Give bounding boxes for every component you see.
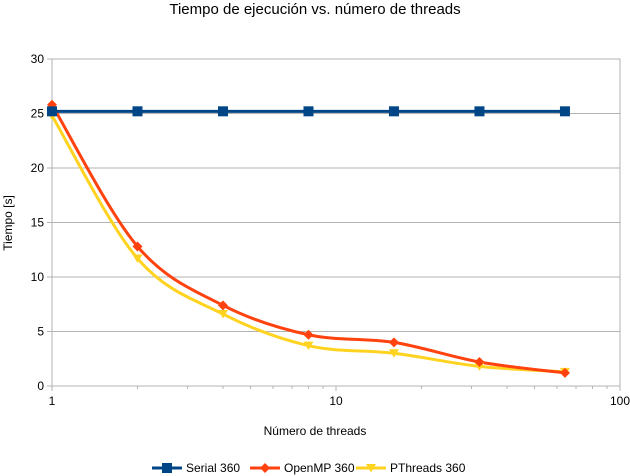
data-point-serial (47, 106, 57, 117)
data-point-pthreads (303, 341, 314, 351)
legend-swatch-marker (260, 463, 270, 473)
legend-label: PThreads 360 (390, 461, 466, 475)
legend-item-pthreads: PThreads 360 (356, 461, 466, 475)
legend-swatch-marker (366, 464, 376, 473)
data-point-openmp (217, 300, 228, 311)
legend-swatch-marker (162, 463, 172, 473)
data-point-pthreads (217, 310, 228, 319)
data-point-serial (559, 106, 570, 117)
y-tick-label: 0 (37, 379, 44, 393)
y-tick-label: 30 (31, 52, 45, 66)
y-tick-label: 25 (31, 107, 45, 121)
x-tick-label: 100 (610, 394, 630, 408)
data-point-openmp (474, 357, 485, 368)
data-point-serial (388, 106, 399, 117)
x-axis-ticks: 1 10 100 (49, 386, 630, 408)
data-point-openmp (303, 329, 314, 340)
y-tick-label: 20 (31, 161, 45, 175)
x-tick-label: 1 (49, 394, 56, 408)
data-point-serial (217, 106, 228, 117)
y-axis-ticks: 0 5 10 15 20 25 30 (31, 52, 52, 393)
y-tick-label: 15 (31, 216, 45, 230)
data-point-openmp (388, 337, 399, 348)
data-point-serial (132, 106, 143, 117)
legend-item-openmp: OpenMP 360 (250, 461, 355, 475)
x-tick-label: 10 (329, 394, 343, 408)
y-tick-label: 5 (37, 325, 44, 339)
data-point-pthreads (132, 254, 143, 263)
y-tick-label: 10 (31, 270, 45, 284)
data-point-pthreads (388, 349, 399, 358)
data-point-openmp (132, 241, 143, 252)
legend-label: Serial 360 (186, 461, 240, 475)
legend-item-serial: Serial 360 (152, 461, 240, 475)
data-point-serial (303, 106, 314, 117)
series-markers (47, 99, 570, 378)
legend-label: OpenMP 360 (284, 461, 355, 475)
legend: Serial 360 OpenMP 360 PThreads 360 (152, 461, 466, 475)
data-point-openmp (559, 367, 570, 378)
chart-title: Tiempo de ejecución vs. número de thread… (169, 1, 460, 18)
y-axis-title: Tiempo [s] (1, 195, 15, 251)
data-point-serial (474, 106, 485, 117)
x-axis-title: Número de threads (264, 424, 367, 438)
